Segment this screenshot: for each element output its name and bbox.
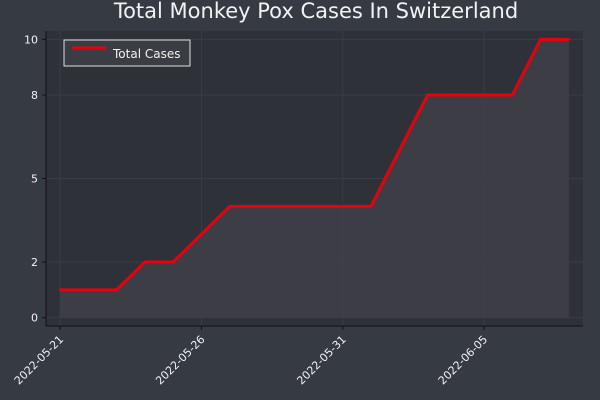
data-point xyxy=(143,260,147,264)
y-tick-label: 0 xyxy=(31,312,38,325)
data-point xyxy=(567,38,571,41)
data-point xyxy=(58,288,62,292)
data-point xyxy=(454,93,458,97)
y-tick-label: 5 xyxy=(31,173,38,186)
data-point xyxy=(285,205,288,208)
data-point xyxy=(398,149,401,152)
data-point xyxy=(369,205,373,208)
legend: Total Cases xyxy=(63,39,191,67)
data-point xyxy=(115,288,118,292)
legend-label-total-cases: Total Cases xyxy=(112,47,180,61)
data-point xyxy=(539,38,542,41)
y-tick-label: 8 xyxy=(31,89,38,102)
data-point xyxy=(511,93,514,97)
series-area-total-cases xyxy=(60,39,569,318)
chart-title: Total Monkey Pox Cases In Switzerland xyxy=(113,0,518,23)
data-point xyxy=(482,93,486,97)
data-point xyxy=(426,93,429,97)
legend-box xyxy=(63,39,191,67)
y-tick-label: 2 xyxy=(31,256,38,269)
data-point xyxy=(256,205,260,208)
data-point xyxy=(171,260,175,264)
data-point xyxy=(341,205,344,208)
data-point xyxy=(200,232,203,236)
data-point xyxy=(228,205,231,208)
data-point xyxy=(313,205,316,208)
data-point xyxy=(87,288,90,292)
y-tick-label: 10 xyxy=(24,33,38,46)
